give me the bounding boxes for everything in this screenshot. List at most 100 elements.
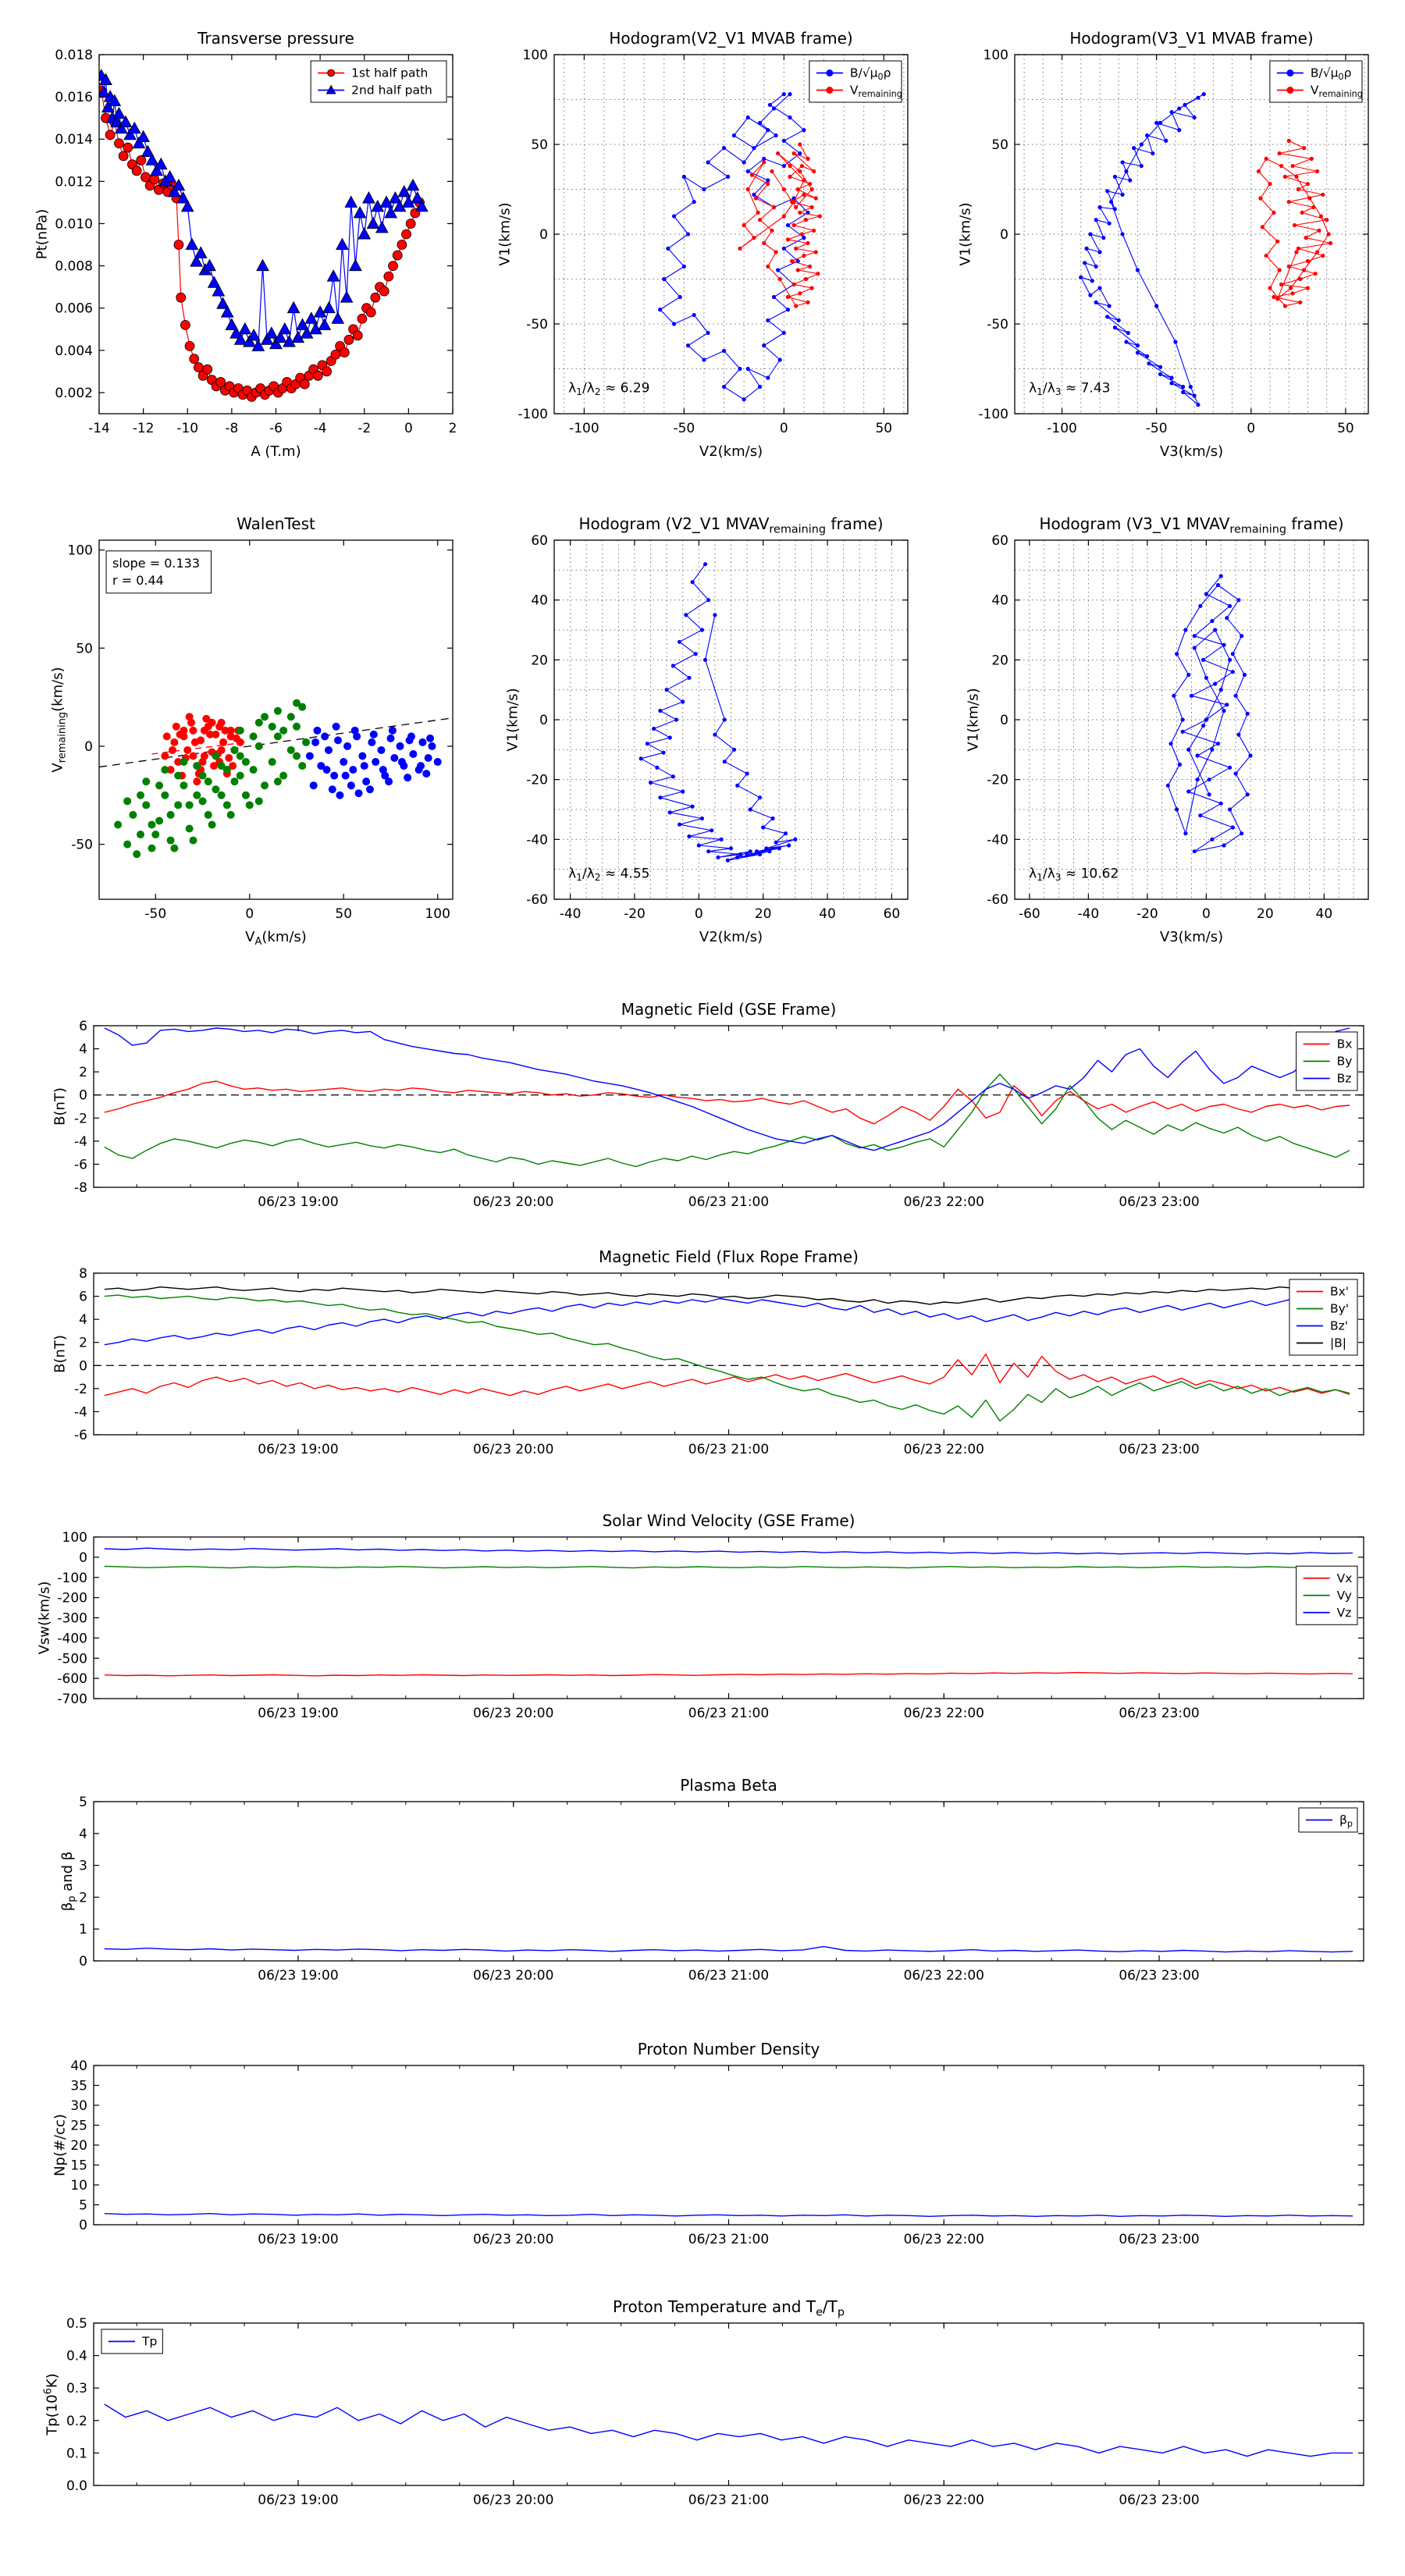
svg-text:-100: -100 [978,407,1008,422]
svg-text:06/23 21:00: 06/23 21:00 [688,1442,769,1457]
svg-text:06/23 21:00: 06/23 21:00 [688,2232,769,2247]
svg-text:-600: -600 [57,1671,87,1687]
svg-text:06/23 22:00: 06/23 22:00 [904,1442,984,1457]
svg-text:06/23 19:00: 06/23 19:00 [258,1968,338,1984]
svg-text:0.002: 0.002 [55,386,93,401]
svg-text:0: 0 [245,906,254,922]
svg-text:-8: -8 [225,421,238,436]
svg-text:-300: -300 [57,1611,87,1627]
svg-text:V2(km/s): V2(km/s) [699,929,763,945]
svg-text:0: 0 [79,1954,87,1969]
svg-text:06/23 23:00: 06/23 23:00 [1119,1194,1199,1210]
svg-text:40: 40 [531,593,548,609]
svg-text:0: 0 [84,739,93,755]
svg-text:100: 100 [425,906,450,922]
svg-text:Hodogram (V2_V1 MVAVremaining: Hodogram (V2_V1 MVAVremaining frame) [578,514,883,535]
svg-text:-2: -2 [357,421,371,436]
svg-text:λ1/λ3 ≈ 10.62: λ1/λ3 ≈ 10.62 [1029,866,1119,883]
svg-text:0.016: 0.016 [55,90,93,105]
svg-text:06/23 23:00: 06/23 23:00 [1119,1706,1199,1721]
svg-text:0: 0 [79,1550,87,1566]
svg-text:30: 30 [70,2098,87,2114]
svg-text:06/23 21:00: 06/23 21:00 [688,2492,769,2508]
svg-text:-2: -2 [74,1111,87,1126]
svg-text:0.3: 0.3 [66,2381,87,2396]
panel-transverse-pressure: -14 -12 -10 -8 -6 -4 -2 0 2 0.002 0.004 0.006 0.008 0… [20,14,468,476]
svg-text:2: 2 [79,1336,87,1351]
svg-text:Hodogram (V3_V1 MVAVremaining: Hodogram (V3_V1 MVAVremaining frame) [1039,514,1343,535]
svg-text:06/23 22:00: 06/23 22:00 [904,1706,984,1721]
svg-text:Tp(106K): Tp(106K) [43,2373,61,2435]
svg-text:0.014: 0.014 [55,132,93,148]
svg-text:40: 40 [70,2058,87,2074]
svg-text:-4: -4 [314,421,327,436]
svg-text:50: 50 [531,137,548,153]
svg-text:By': By' [1330,1302,1349,1316]
svg-text:r = 0.44: r = 0.44 [112,573,164,588]
svg-text:25: 25 [70,2119,87,2134]
svg-text:-50: -50 [71,838,93,853]
svg-text:-60: -60 [1019,906,1040,922]
svg-text:Hodogram(V2_V1 MVAB frame): Hodogram(V2_V1 MVAB frame) [609,29,852,48]
svg-text:4: 4 [79,1827,87,1842]
svg-text:50: 50 [1337,421,1354,436]
panel-magnetic-field-fluxrope: 06/23 19:00 06/23 20:00 06/23 21:00 06/23 2… [20,1237,1387,1483]
svg-text:20: 20 [1257,906,1274,922]
svg-text:λ1/λ2 ≈ 4.55: λ1/λ2 ≈ 4.55 [568,866,649,883]
svg-text:Vremaining: Vremaining [850,84,902,99]
svg-text:0: 0 [79,1358,87,1374]
svg-text:0.010: 0.010 [55,216,93,232]
svg-text:-100: -100 [569,421,599,436]
svg-text:6: 6 [79,1019,87,1034]
svg-text:-100: -100 [57,1571,87,1586]
svg-text:06/23 20:00: 06/23 20:00 [473,1968,553,1984]
svg-text:100: 100 [523,48,548,63]
svg-text:06/23 23:00: 06/23 23:00 [1119,2232,1199,2247]
svg-text:06/23 22:00: 06/23 22:00 [904,2492,984,2508]
svg-text:-4: -4 [74,1134,87,1150]
svg-text:100: 100 [984,48,1008,63]
svg-text:100: 100 [62,1530,87,1546]
panel-hodogram-v2v1-mvab: -100 -50 0 50 -100 -50 0 50 100 Hodogram(V2_V1 MV… [480,14,923,476]
svg-text:V3(km/s): V3(km/s) [1160,443,1223,460]
svg-text:-50: -50 [526,317,548,333]
svg-text:-6: -6 [74,1157,87,1172]
svg-text:λ1/λ2 ≈ 6.29: λ1/λ2 ≈ 6.29 [568,380,649,397]
svg-text:Proton Temperature and Te/Tp: Proton Temperature and Te/Tp [613,2297,845,2318]
svg-text:-4: -4 [74,1404,87,1420]
svg-text:06/23 20:00: 06/23 20:00 [473,1194,553,1210]
svg-text:A (T.m): A (T.m) [251,443,301,460]
svg-text:0.006: 0.006 [55,301,93,317]
svg-text:-100: -100 [1047,421,1077,436]
panel-proton-temperature: 06/23 19:00 06/23 20:00 06/23 21:00 06/23 2… [20,2287,1387,2537]
svg-text:Proton Number Density: Proton Number Density [638,2040,820,2058]
svg-text:-6: -6 [74,1428,87,1443]
svg-text:20: 20 [70,2138,87,2154]
svg-text:5: 5 [79,2198,87,2214]
svg-text:VA(km/s): VA(km/s) [245,929,307,948]
svg-text:B(nT): B(nT) [52,1087,68,1126]
svg-text:Vremaining: Vremaining [1311,84,1363,99]
svg-text:50: 50 [335,906,352,922]
svg-text:-12: -12 [133,421,155,436]
svg-text:V1(km/s): V1(km/s) [965,688,981,751]
svg-text:06/23 22:00: 06/23 22:00 [904,1968,984,1984]
svg-text:2: 2 [449,421,457,436]
svg-text:WalenTest: WalenTest [237,514,315,533]
svg-text:slope = 0.133: slope = 0.133 [112,556,200,571]
svg-text:-400: -400 [57,1631,87,1646]
svg-text:Bx': Bx' [1330,1285,1349,1299]
svg-text:100: 100 [68,543,93,559]
svg-text:06/23 23:00: 06/23 23:00 [1119,1442,1199,1457]
svg-text:0.004: 0.004 [55,343,93,359]
svg-text:-700: -700 [57,1692,87,1707]
panel-plasma-beta: 06/23 19:00 06/23 20:00 06/23 21:00 06/23 2… [20,1766,1387,2009]
svg-text:0.008: 0.008 [55,259,93,275]
svg-text:06/23 19:00: 06/23 19:00 [258,1442,338,1457]
svg-text:-50: -50 [673,421,695,436]
svg-text:-10: -10 [176,421,198,436]
svg-text:Vsw(km/s): Vsw(km/s) [37,1582,53,1655]
svg-text:06/23 21:00: 06/23 21:00 [688,1968,769,1984]
svg-text:Vx: Vx [1337,1571,1353,1585]
